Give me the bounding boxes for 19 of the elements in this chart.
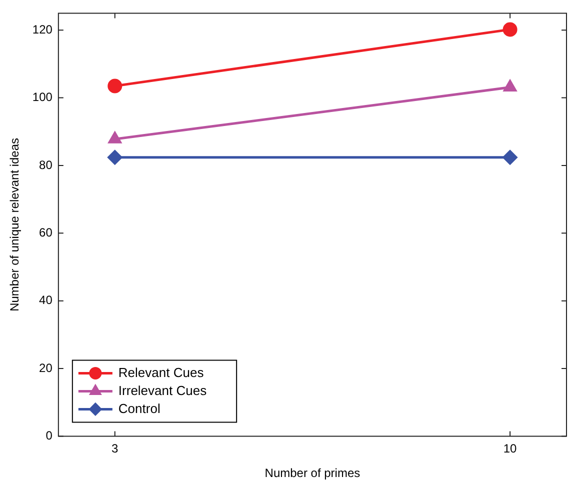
point <box>504 80 516 92</box>
x-axis-title: Number of primes <box>264 466 360 480</box>
point <box>108 150 122 165</box>
point <box>502 150 518 165</box>
point <box>502 22 518 37</box>
y-tick-label: 0 <box>46 428 53 443</box>
point <box>108 78 122 94</box>
y-axis-title: Number of unique relevant ideas <box>8 138 22 312</box>
x-tick-label: 10 <box>503 442 518 456</box>
y-tick-label: 80 <box>39 158 53 172</box>
legend-label: Irrelevant Cues <box>118 382 208 398</box>
y-tick-label: 60 <box>39 225 53 240</box>
y-tick-label: 40 <box>39 293 53 308</box>
y-tick-label: 100 <box>32 90 53 104</box>
y-tick-label: 120 <box>32 22 53 36</box>
x-tick-label: 3 <box>112 442 119 456</box>
legend-label: Control <box>118 400 160 416</box>
legend-label: Relevant Cues <box>118 364 204 380</box>
y-tick-label: 20 <box>39 360 53 375</box>
